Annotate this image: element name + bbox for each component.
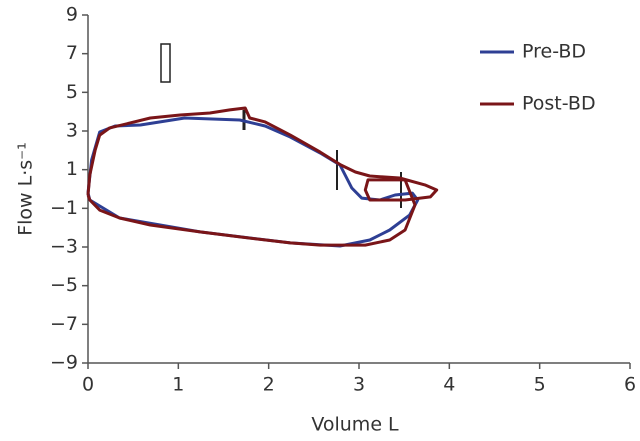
- y-tick-label: 3: [66, 120, 78, 142]
- y-axis-label: Flow L·s⁻¹: [15, 142, 37, 236]
- y-tick-label: −7: [50, 313, 78, 335]
- x-tick-label: 0: [82, 374, 94, 396]
- y-tick-label: 1: [66, 158, 78, 180]
- legend-label: Post-BD: [522, 93, 596, 115]
- x-tick-label: 5: [534, 374, 546, 396]
- x-tick-label: 3: [353, 374, 365, 396]
- y-tick-label: −5: [50, 274, 78, 296]
- y-tick-label: −9: [50, 352, 78, 374]
- y-tick-label: −3: [50, 236, 78, 258]
- x-tick-label: 4: [443, 374, 455, 396]
- x-tick-label: 1: [172, 374, 184, 396]
- y-tick-label: 5: [66, 81, 78, 103]
- x-tick-label: 2: [263, 374, 275, 396]
- legend-label: Pre-BD: [522, 41, 586, 63]
- annotation-box: [160, 43, 171, 83]
- x-axis-label: Volume L: [311, 414, 399, 436]
- x-tick-label: 6: [624, 374, 636, 396]
- y-tick-label: −1: [50, 197, 78, 219]
- y-tick-label: 7: [66, 42, 78, 64]
- series-line: [86, 106, 439, 247]
- y-tick-label: 9: [66, 4, 78, 26]
